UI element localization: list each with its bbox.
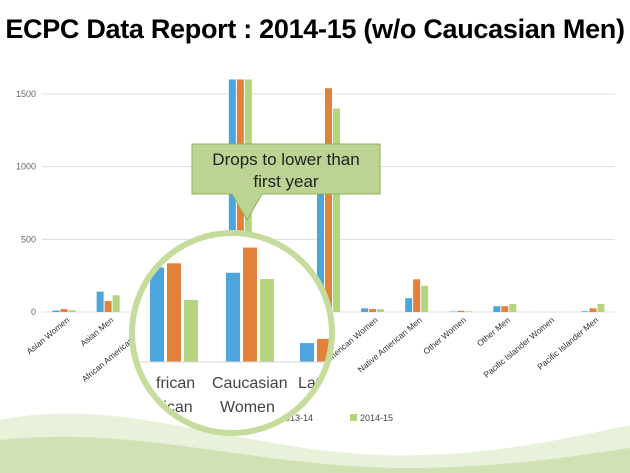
bar-1-6 [325, 88, 332, 312]
bar-2-8 [421, 285, 429, 312]
magnifier: frican rican Caucasian Women Latina [129, 230, 335, 436]
bar-1-8 [413, 279, 421, 312]
bar-2-12 [597, 304, 605, 312]
magnifier-bars [132, 247, 332, 363]
x-tick-label-1: Asian Men [78, 315, 115, 349]
y-tick-label-2: 1000 [16, 162, 36, 172]
legend-label-1: 2014-15 [360, 413, 393, 423]
magnifier-bar-1-0 [226, 272, 240, 362]
magnifier-bar-1-1 [243, 247, 257, 362]
bar-0-12 [581, 311, 589, 312]
magnifier-ring [129, 230, 335, 436]
bar-0-4 [228, 79, 236, 312]
callout: Drops to lower than first year [191, 143, 381, 222]
bars-layer [52, 79, 605, 313]
bar-0-6 [317, 149, 324, 312]
bar-0-0 [52, 310, 60, 312]
magnifier-bar-0-0 [150, 267, 164, 362]
magnifier-bar-2-0 [300, 343, 314, 362]
decorative-swoosh-2 [0, 436, 630, 473]
page-title: ECPC Data Report : 2014-15 (w/o Caucasia… [5, 14, 625, 44]
callout-line-2: first year [253, 172, 319, 191]
bar-2-1 [112, 295, 120, 312]
bar-1-7 [369, 309, 377, 312]
bar-2-10 [509, 304, 517, 312]
y-tick-label-0: 0 [31, 307, 36, 317]
x-tick-label-0: Asian Women [24, 315, 71, 357]
magnifier-label-women: Women [220, 399, 275, 416]
bar-1-12 [589, 308, 597, 312]
bar-2-0 [68, 310, 76, 312]
bar-2-6 [333, 108, 340, 313]
y-tick-label-3: 1500 [16, 89, 36, 99]
legend-label-0: 2013-14 [280, 413, 313, 423]
bar-0-10 [493, 306, 501, 312]
magnifier-label-african: frican [156, 375, 195, 392]
bar-2-9 [465, 311, 473, 312]
bar-0-7 [361, 308, 369, 312]
magnifier-label-caucasian: Caucasian [212, 375, 288, 392]
magnifier-bar-0-1 [167, 263, 181, 362]
bar-0-1 [96, 291, 104, 312]
magnifier-bar-0-2 [184, 300, 198, 362]
magnifier-bar-1-2 [260, 279, 274, 362]
x-tick-label-10: Other Men [475, 315, 512, 349]
bar-1-9 [457, 310, 465, 312]
bar-2-7 [377, 309, 385, 312]
legend-swatch-1 [350, 414, 357, 421]
bar-0-8 [405, 298, 413, 312]
bar-1-10 [501, 306, 509, 312]
x-tick-label-9: Other Women [421, 315, 468, 357]
bar-1-1 [104, 301, 112, 312]
callout-line-1: Drops to lower than [212, 150, 359, 169]
callout-bubble [191, 143, 381, 222]
bar-1-0 [60, 309, 68, 312]
y-tick-label-1: 500 [21, 234, 36, 244]
